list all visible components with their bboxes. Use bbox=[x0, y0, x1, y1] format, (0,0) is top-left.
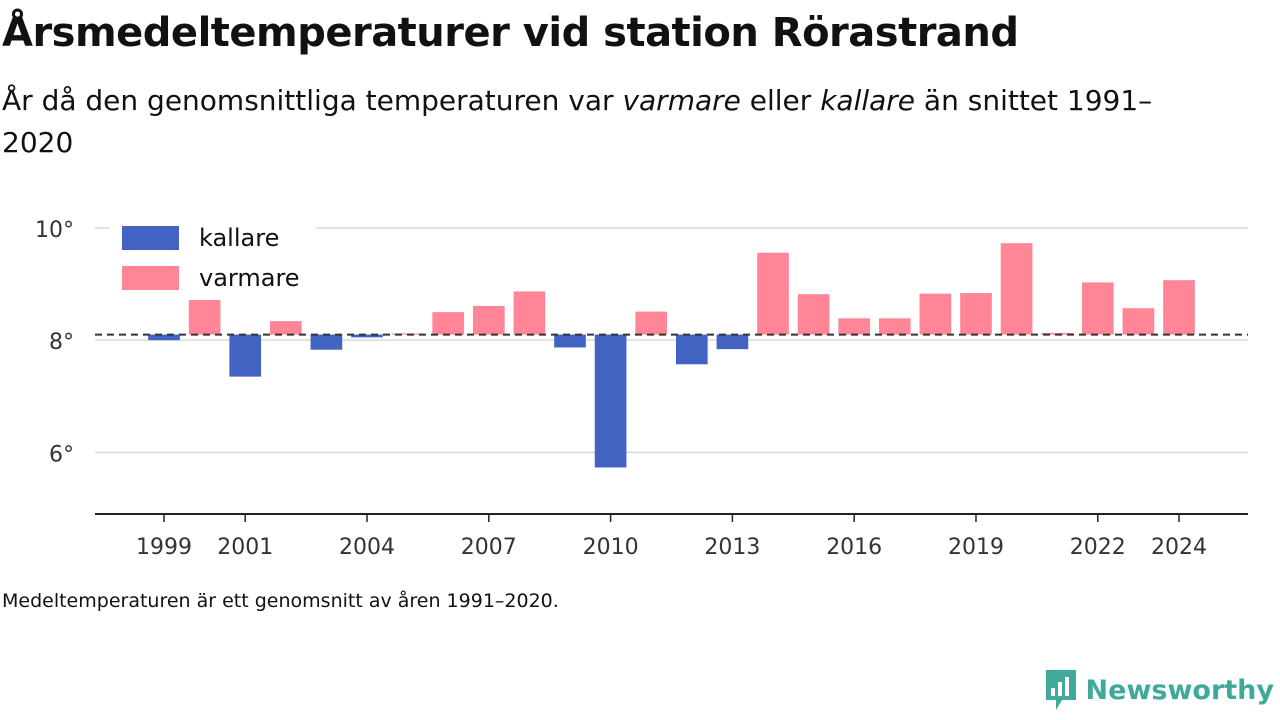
x-tick-label: 2016 bbox=[826, 535, 882, 560]
bar-2012 bbox=[675, 334, 708, 365]
bar-2018 bbox=[919, 293, 952, 335]
bar-2019 bbox=[960, 293, 992, 335]
bars bbox=[148, 243, 1195, 468]
newsworthy-logo-icon bbox=[1045, 670, 1076, 710]
subtitle-text-2: eller bbox=[740, 84, 821, 117]
bar-2001 bbox=[229, 334, 262, 377]
bar-2022 bbox=[1081, 282, 1114, 335]
bar-2024 bbox=[1163, 280, 1195, 335]
x-tick-label: 2013 bbox=[704, 535, 760, 560]
temperature-bar-chart: 6° 8° 10° 1999 2001 2004 2007 2010 2013 2016 2019 2… bbox=[35, 216, 1248, 560]
bar-1999 bbox=[148, 334, 180, 341]
x-tick-label: 2004 bbox=[339, 535, 395, 560]
legend: kallare varmare bbox=[110, 216, 316, 300]
page-subtitle: År då den genomsnittliga temperaturen va… bbox=[2, 80, 1222, 164]
bar-2006 bbox=[432, 312, 465, 335]
legend-label-warmer: varmare bbox=[199, 264, 300, 292]
x-tick-label: 2022 bbox=[1070, 535, 1126, 560]
bar-2000 bbox=[188, 293, 221, 335]
x-tick-label: 2001 bbox=[217, 535, 273, 560]
bar-2003 bbox=[310, 334, 343, 350]
axes: 6° 8° 10° 1999 2001 2004 2007 2010 2013 2016 2019 2… bbox=[35, 218, 1248, 560]
y-tick-label: 10° bbox=[35, 218, 74, 243]
footnote: Medeltemperaturen är ett genomsnitt av å… bbox=[2, 590, 559, 612]
bar-2011 bbox=[635, 311, 668, 335]
bar-2004 bbox=[351, 334, 383, 338]
brand: Newsworthy bbox=[1044, 668, 1274, 712]
bar-2014 bbox=[757, 252, 789, 335]
x-tick-label: 2024 bbox=[1151, 535, 1207, 560]
legend-label-colder: kallare bbox=[199, 224, 279, 252]
subtitle-text-3: än snittet 1991–2020 bbox=[2, 84, 1153, 159]
bar-2015 bbox=[797, 294, 830, 335]
bar-2013 bbox=[716, 334, 749, 350]
page-title: Årsmedeltemperaturer vid station Rörastr… bbox=[2, 10, 1019, 56]
x-tick-label: 1999 bbox=[136, 535, 192, 560]
brand-name: Newsworthy bbox=[1085, 674, 1274, 706]
bar-2020 bbox=[1000, 243, 1033, 335]
bar-2017 bbox=[878, 318, 911, 335]
subtitle-warmer: varmare bbox=[622, 84, 741, 117]
bar-2008 bbox=[513, 291, 546, 335]
subtitle-colder: kallare bbox=[820, 84, 916, 117]
x-tick-label: 2010 bbox=[583, 535, 639, 560]
bar-2016 bbox=[838, 318, 871, 335]
bar-2023 bbox=[1122, 308, 1155, 335]
bar-2009 bbox=[554, 334, 586, 348]
legend-swatch-warmer bbox=[122, 266, 179, 290]
bar-2007 bbox=[472, 305, 505, 335]
bar-2002 bbox=[269, 321, 302, 335]
bar-2010 bbox=[594, 334, 627, 468]
y-tick-label: 8° bbox=[49, 330, 74, 355]
y-tick-label: 6° bbox=[49, 442, 74, 467]
x-tick-label: 2007 bbox=[461, 535, 517, 560]
x-tick-label: 2019 bbox=[948, 535, 1004, 560]
subtitle-text-1: År då den genomsnittliga temperaturen va… bbox=[2, 84, 623, 117]
legend-swatch-colder bbox=[122, 226, 179, 250]
